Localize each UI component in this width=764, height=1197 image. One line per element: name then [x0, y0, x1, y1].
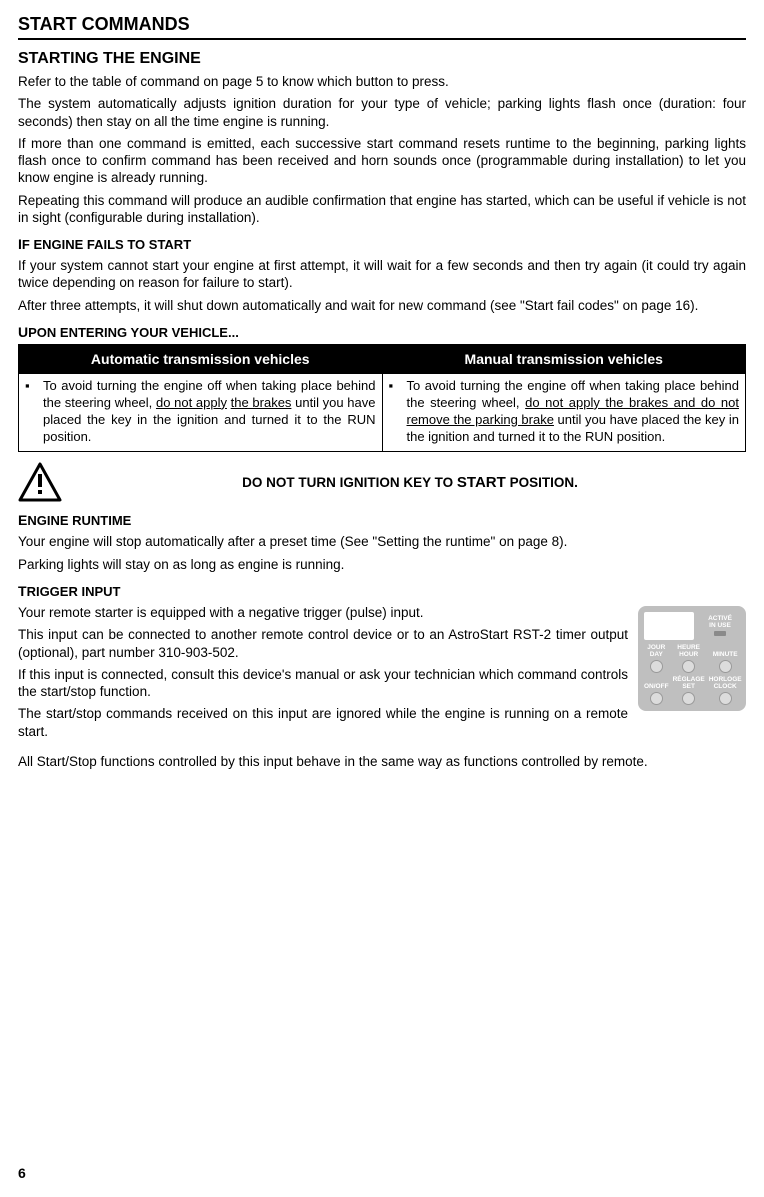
timer-device-illustration: ACTIVÉ IN USE JOURDAY HEUREHOUR MINUTE	[638, 606, 746, 711]
paragraph: The start/stop commands received on this…	[18, 705, 746, 740]
bullet-marker: ▪	[25, 378, 43, 446]
paragraph: Repeating this command will produce an a…	[18, 192, 746, 227]
transmission-table: Automatic transmission vehicles Manual t…	[18, 344, 746, 453]
page: START COMMANDS STARTING THE ENGINE Refer…	[0, 0, 764, 1197]
table-cell-text: To avoid turning the engine off when tak…	[407, 378, 740, 446]
paragraph: The system automatically adjusts ignitio…	[18, 95, 746, 130]
paragraph: This input can be connected to another r…	[18, 626, 746, 661]
caution-text: DO NOT TURN IGNITION KEY TO START POSITI…	[74, 474, 746, 491]
timer-button-clock: HORLOGECLOCK	[709, 677, 742, 707]
caution-row: DO NOT TURN IGNITION KEY TO START POSITI…	[18, 462, 746, 502]
paragraph: Your remote starter is equipped with a n…	[18, 604, 746, 621]
paragraph: If your system cannot start your engine …	[18, 257, 746, 292]
trigger-section: ACTIVÉ IN USE JOURDAY HEUREHOUR MINUTE	[18, 604, 746, 745]
subheading-if-engine-fails: IF ENGINE FAILS TO START	[18, 236, 746, 252]
paragraph: If more than one command is emitted, eac…	[18, 135, 746, 187]
paragraph: Parking lights will stay on as long as e…	[18, 556, 746, 573]
subheading-upon-entering: UPON ENTERING YOUR VEHICLE...	[18, 324, 746, 340]
timer-button-onoff: ON/OFF	[644, 677, 669, 707]
table-cell-manual: ▪ To avoid turning the engine off when t…	[382, 373, 746, 452]
page-number: 6	[18, 1165, 26, 1181]
paragraph: If this input is connected, consult this…	[18, 666, 746, 701]
paragraph: After three attempts, it will shut down …	[18, 297, 746, 314]
section-title-start-commands: START COMMANDS	[18, 14, 746, 40]
table-cell-text: To avoid turning the engine off when tak…	[43, 378, 376, 446]
timer-button-day: JOURDAY	[644, 645, 669, 675]
timer-active-indicator: ACTIVÉ IN USE	[700, 612, 740, 640]
paragraph: Your engine will stop automatically afte…	[18, 533, 746, 550]
table-header-manual: Manual transmission vehicles	[382, 344, 746, 373]
timer-led	[714, 631, 726, 636]
paragraph: All Start/Stop functions controlled by t…	[18, 753, 746, 770]
timer-button-hour: HEUREHOUR	[673, 645, 705, 675]
timer-lcd	[644, 612, 694, 640]
subheading-engine-runtime: ENGINE RUNTIME	[18, 512, 746, 528]
warning-icon	[18, 462, 62, 502]
timer-button-set: RÉGLAGESET	[673, 677, 705, 707]
table-cell-auto: ▪ To avoid turning the engine off when t…	[19, 373, 383, 452]
bullet-marker: ▪	[389, 378, 407, 446]
paragraph: Refer to the table of command on page 5 …	[18, 73, 746, 90]
heading-starting-engine: STARTING THE ENGINE	[18, 50, 746, 68]
subheading-trigger-input: TRIGGER INPUT	[18, 583, 746, 599]
timer-button-minute: MINUTE	[709, 645, 742, 675]
table-header-auto: Automatic transmission vehicles	[19, 344, 383, 373]
